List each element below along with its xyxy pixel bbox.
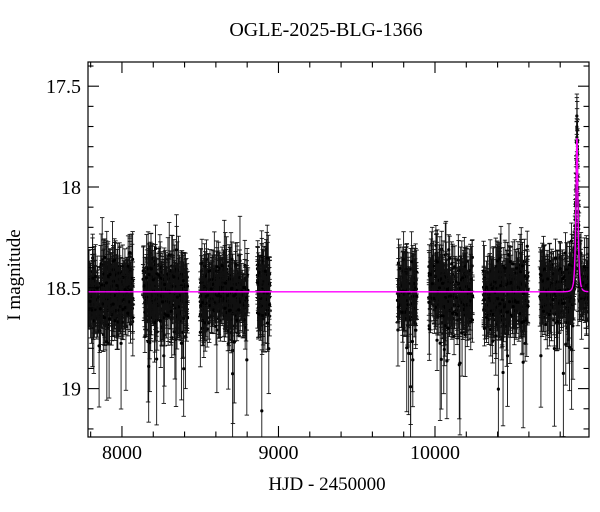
plot-title: OGLE-2025-BLG-1366 xyxy=(229,19,422,41)
axis-ticks xyxy=(88,62,589,437)
plot-frame xyxy=(87,61,590,438)
x-tick-label: 10000 xyxy=(410,442,460,464)
data-points-layer xyxy=(88,93,589,437)
y-tick-label: 18 xyxy=(61,177,81,199)
y-tick-label: 18.5 xyxy=(46,278,81,300)
y-tick-label: 17.5 xyxy=(46,76,81,98)
y-tick-label: 19 xyxy=(61,379,81,401)
y-axis-label: I magnitude xyxy=(4,229,25,320)
model-curve-layer xyxy=(88,138,589,293)
x-tick-label: 8000 xyxy=(102,442,142,464)
x-axis-label: HJD - 2450000 xyxy=(268,474,385,495)
x-tick-labels: 8000 9000 10000 xyxy=(102,442,460,464)
y-tick-labels: 17.5 18 18.5 19 xyxy=(46,76,81,400)
x-tick-label: 9000 xyxy=(258,442,298,464)
